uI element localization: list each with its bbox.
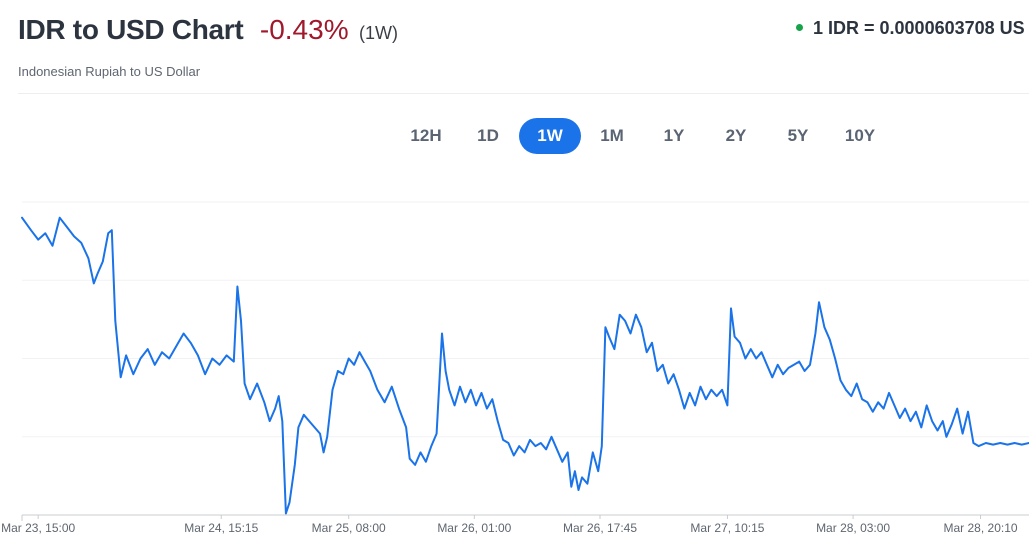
change-percent: -0.43% bbox=[259, 14, 349, 45]
tab-10y[interactable]: 10Y bbox=[844, 126, 876, 145]
tab-1y[interactable]: 1Y bbox=[663, 126, 685, 145]
x-tick-label: Mar 28, 20:10 bbox=[944, 521, 1018, 535]
x-tick-label: Mar 23, 15:00 bbox=[1, 521, 75, 535]
page-subtitle: Indonesian Rupiah to US Dollar bbox=[18, 64, 201, 79]
tab-1m[interactable]: 1M bbox=[600, 126, 624, 145]
x-tick-label: Mar 24, 15:15 bbox=[184, 521, 258, 535]
page-title: IDR to USD Chart bbox=[18, 14, 244, 45]
title-row: IDR to USD Chart -0.43% (1W) bbox=[18, 14, 398, 46]
tab-12h[interactable]: 12H bbox=[410, 126, 442, 145]
chart-header: IDR to USD Chart -0.43% (1W) Indonesian … bbox=[18, 12, 1029, 92]
tab-2y[interactable]: 2Y bbox=[725, 126, 747, 145]
period-label: (1W) bbox=[359, 23, 399, 43]
x-tick-label: Mar 27, 10:15 bbox=[690, 521, 764, 535]
x-tick-label: Mar 26, 17:45 bbox=[563, 521, 637, 535]
live-dot-icon bbox=[796, 23, 803, 31]
period-tabs: 12H 1D 1W 1M 1Y 2Y 5Y 10Y bbox=[395, 118, 891, 156]
header-divider bbox=[18, 93, 1029, 94]
tab-5y[interactable]: 5Y bbox=[787, 126, 809, 145]
tab-1d[interactable]: 1D bbox=[477, 126, 499, 145]
x-tick-label: Mar 25, 08:00 bbox=[312, 521, 386, 535]
x-tick-label: Mar 26, 01:00 bbox=[437, 521, 511, 535]
rate-text: 1 IDR = 0.0000603708 US bbox=[813, 18, 1025, 38]
x-tick-label: Mar 28, 03:00 bbox=[816, 521, 890, 535]
tab-1w[interactable]: 1W bbox=[519, 118, 581, 154]
line-chart: Mar 23, 15:00 Mar 24, 15:15 Mar 25, 08:00 M… bbox=[1, 201, 1029, 535]
series-line-0 bbox=[21, 216, 1029, 515]
live-rate: 1 IDR = 0.0000603708 US bbox=[796, 18, 1025, 39]
